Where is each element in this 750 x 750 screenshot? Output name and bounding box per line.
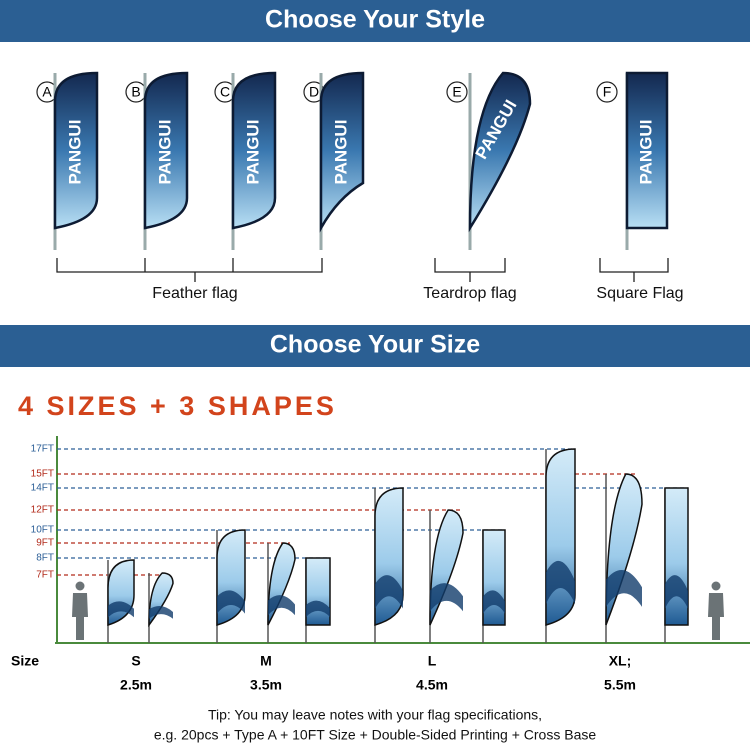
section-title: Choose Your Size	[270, 331, 480, 359]
size-length: 2.5m	[120, 677, 152, 693]
flag-wave	[217, 590, 245, 614]
flag-wave	[375, 575, 403, 609]
flag	[319, 71, 365, 233]
flag-wave	[306, 600, 330, 617]
flag	[545, 448, 576, 626]
flag	[267, 542, 296, 626]
flag	[107, 559, 135, 627]
flag	[664, 487, 689, 626]
style-letter: D	[309, 84, 319, 100]
level-label: 8FT	[36, 553, 54, 564]
flag	[468, 71, 532, 233]
flag-wave	[149, 606, 173, 619]
style-badge	[596, 81, 618, 103]
size-length: 5.5m	[604, 677, 636, 693]
person-head	[75, 581, 85, 591]
header-bar	[0, 325, 750, 367]
style-letter: C	[220, 84, 230, 100]
flag	[53, 71, 99, 230]
level-label: 10FT	[31, 525, 54, 536]
flag	[305, 557, 331, 626]
person-body	[708, 593, 724, 640]
headline: 4 SIZES + 3 SHAPES	[18, 391, 337, 421]
flag-brand: PANGUI	[155, 120, 174, 185]
group-label: Square Flag	[596, 285, 683, 302]
style-letter: B	[131, 84, 140, 100]
flag	[429, 509, 464, 626]
section-title: Choose Your Style	[265, 6, 485, 34]
flag	[605, 473, 643, 626]
flag-wave	[606, 569, 642, 607]
tip-line: Tip: You may leave notes with your flag …	[208, 707, 542, 723]
flag-brand: PANGUI	[65, 120, 84, 185]
size-label: Size	[11, 653, 39, 669]
flag	[482, 529, 506, 626]
style-badge	[446, 81, 468, 103]
flag	[148, 572, 174, 628]
size-length: 4.5m	[416, 677, 448, 693]
level-label: 7FT	[36, 570, 54, 581]
flag	[231, 71, 277, 230]
level-label: 17FT	[31, 444, 54, 455]
flag-wave	[430, 583, 463, 612]
size-length: 3.5m	[250, 677, 282, 693]
size-name: M	[260, 653, 272, 669]
flag-brand: PANGUI	[243, 120, 262, 185]
flag-wave	[483, 590, 505, 614]
size-name: L	[428, 653, 437, 669]
flag-brand: PANGUI	[331, 120, 350, 185]
flag-wave	[268, 595, 295, 616]
group-label: Teardrop flag	[423, 285, 516, 302]
person-head	[711, 581, 721, 591]
person-body	[72, 593, 88, 640]
level-label: 12FT	[31, 505, 54, 516]
level-label: 14FT	[31, 483, 54, 494]
flag-brand: PANGUI	[636, 120, 655, 185]
tip-line: e.g. 20pcs + Type A + 10FT Size + Double…	[154, 727, 597, 743]
style-letter: A	[42, 84, 52, 100]
style-letter: E	[452, 84, 461, 100]
size-name: S	[131, 653, 140, 669]
level-label: 9FT	[36, 538, 54, 549]
flag-wave	[546, 560, 575, 604]
style-letter: F	[603, 84, 612, 100]
level-label: 15FT	[31, 469, 54, 480]
group-label: Feather flag	[152, 285, 237, 302]
flag-wave	[665, 575, 688, 609]
flag	[625, 71, 669, 230]
brackets	[56, 258, 669, 282]
flag	[143, 71, 189, 230]
size-name: XL;	[609, 653, 632, 669]
header-bar	[0, 0, 750, 42]
flag-wave	[108, 601, 134, 618]
flag	[216, 529, 246, 626]
flag	[374, 487, 404, 626]
